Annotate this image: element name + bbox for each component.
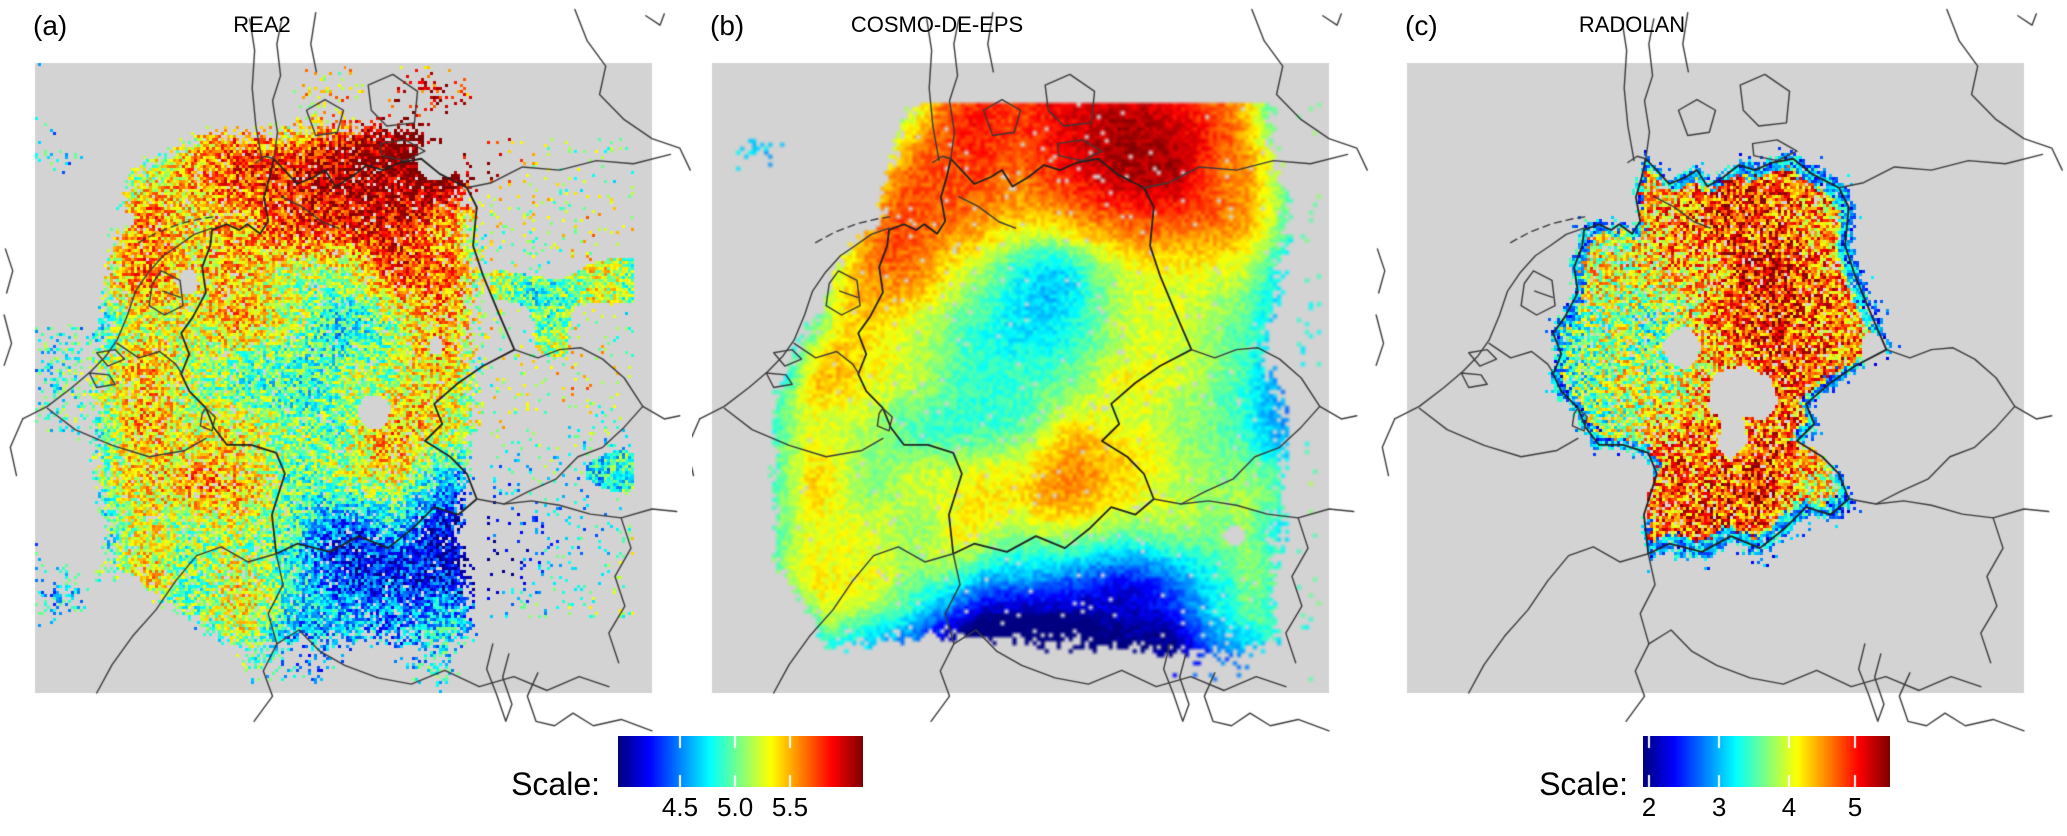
panel-label-b: (b) (710, 10, 745, 41)
colorbar-tick-label: 3 (1711, 792, 1727, 822)
colorbar-tick-label: 2 (1641, 792, 1657, 822)
panel-title-rea2: REA2 (233, 12, 291, 37)
colorbar-tick-label: 4 (1781, 792, 1797, 822)
colorbar-c-canvas (1643, 736, 1890, 787)
map-panel-rea2-canvas (0, 0, 692, 836)
panel-label-a: (a) (33, 10, 68, 41)
colorbar-tick-label: 5 (1847, 792, 1863, 822)
scale-label-c: Scale: (1539, 766, 1628, 802)
panel-label-c: (c) (1405, 10, 1438, 41)
panel-title-cosmo-de-eps: COSMO-DE-EPS (850, 12, 1024, 37)
colorbar-tick-label: 5.0 (717, 792, 754, 822)
colorbar-tick-label: 5.5 (771, 792, 809, 822)
colorbar-tick-label: 4.5 (661, 792, 699, 822)
map-panel-cosmo-de-eps-canvas (692, 0, 1369, 836)
panel-title-radolan: RADOLAN (1578, 12, 1686, 37)
map-panel-radolan-canvas (1369, 0, 2067, 836)
scale-label-ab: Scale: (511, 766, 600, 802)
colorbar-ab-canvas (618, 736, 863, 787)
